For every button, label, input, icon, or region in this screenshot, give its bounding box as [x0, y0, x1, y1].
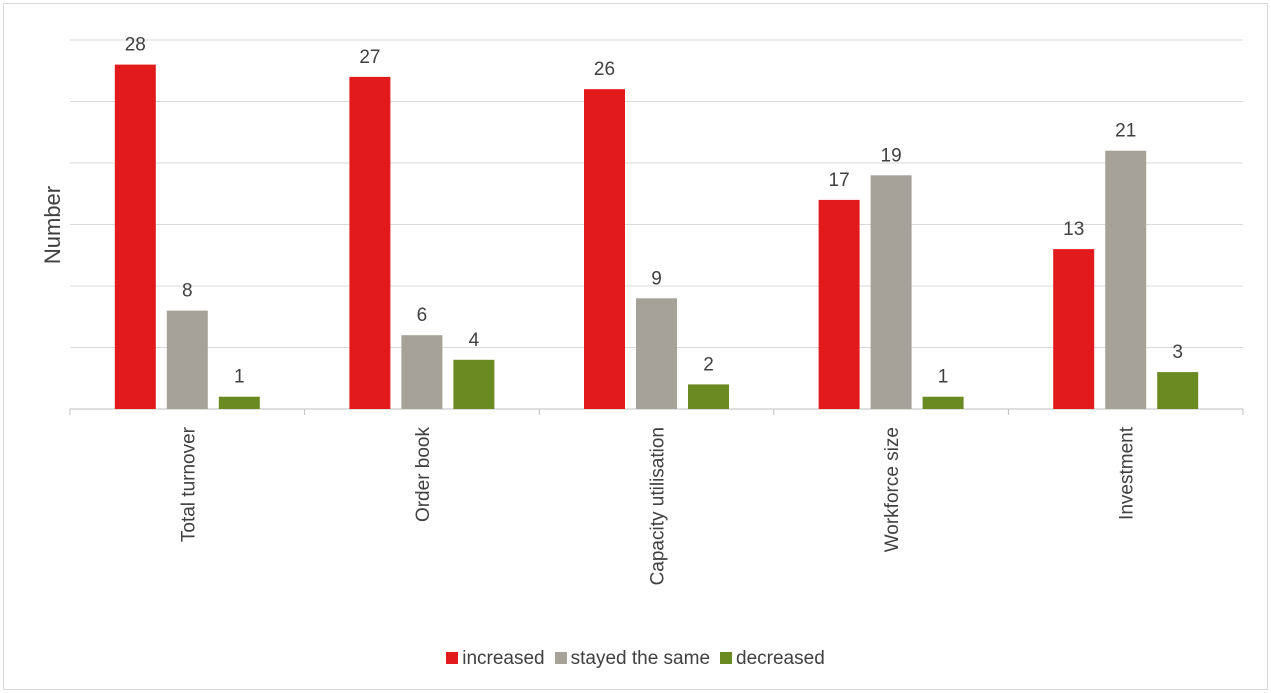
data-label: 27: [359, 47, 380, 68]
data-label: 8: [182, 281, 193, 302]
bar: [401, 335, 443, 409]
x-tick-label: Total turnover: [178, 426, 199, 542]
data-labels: 28 8 1 27 6 4 26 9 2 17 19 1 13 21 3: [125, 35, 1183, 388]
legend: increased stayed the same decreased: [0, 648, 1271, 670]
bar: [453, 359, 495, 409]
data-label: 17: [829, 170, 850, 191]
data-label: 6: [417, 305, 428, 326]
legend-swatch: [446, 652, 459, 664]
data-label: 19: [881, 145, 902, 166]
bar: [218, 396, 260, 409]
bars: [114, 64, 1199, 410]
legend-label: stayed the same: [570, 648, 711, 669]
data-label: 26: [594, 59, 615, 80]
data-label: 4: [469, 330, 480, 351]
x-tick-label: Investment: [1117, 426, 1138, 520]
legend-label: decreased: [736, 648, 825, 669]
legend-item: increased: [446, 648, 545, 670]
data-label: 1: [234, 367, 245, 388]
x-tick-label: Capacity utilisation: [648, 427, 669, 585]
bar: [922, 396, 964, 409]
bar: [166, 310, 208, 409]
bar: [818, 199, 860, 409]
bar: [1105, 150, 1147, 409]
bar: [870, 175, 912, 409]
y-axis-label: Number: [40, 186, 65, 264]
bar: [1157, 372, 1199, 409]
gridlines: [69, 39, 1244, 415]
bar: [114, 64, 156, 409]
bar: [1053, 249, 1095, 409]
data-label: 3: [1172, 342, 1183, 363]
data-label: 2: [703, 354, 714, 375]
legend-swatch: [720, 652, 733, 664]
legend-item: stayed the same: [554, 648, 711, 670]
x-tick-labels: Total turnover Order book Capacity utilisa…: [178, 426, 1137, 585]
data-label: 9: [651, 268, 662, 289]
legend-item: decreased: [720, 648, 825, 670]
legend-label: increased: [462, 648, 545, 669]
bar-chart: 28 8 1 27 6 4 26 9 2 17 19 1 13 21 3 Total turnover Ord…: [40, 35, 1244, 585]
data-label: 28: [125, 35, 146, 56]
bar: [349, 76, 391, 410]
bar: [688, 384, 729, 409]
x-tick-label: Workforce size: [882, 427, 903, 552]
legend-swatch: [554, 652, 567, 664]
data-label: 21: [1115, 121, 1136, 142]
bar: [636, 298, 677, 409]
data-label: 13: [1063, 219, 1084, 240]
x-tick-label: Order book: [413, 427, 434, 523]
data-label: 1: [938, 367, 949, 388]
bar: [584, 89, 625, 409]
